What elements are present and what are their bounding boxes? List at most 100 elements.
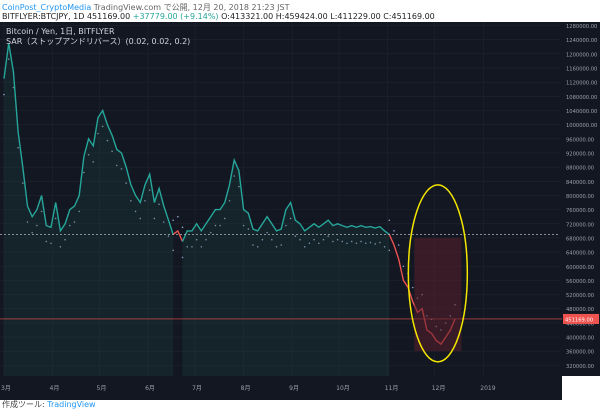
sar-dot bbox=[332, 240, 334, 243]
footer-label: 作成ツール: bbox=[2, 400, 48, 409]
price-tick-label: 1120000.00 bbox=[566, 81, 597, 87]
sar-dot bbox=[350, 240, 353, 243]
sar-dot bbox=[97, 132, 99, 135]
price-tick-label: 680000.00 bbox=[566, 236, 594, 242]
sar-dot bbox=[40, 210, 43, 213]
sar-dot bbox=[73, 221, 76, 223]
indicator-label: SAR（ストップアンドリバース）(0.02, 0.02, 0.2) bbox=[6, 37, 190, 46]
ohlc-values: O:413321.00 H:459424.00 L:411229.00 C:45… bbox=[221, 12, 435, 21]
sar-dot bbox=[17, 146, 19, 149]
sar-dot bbox=[275, 245, 278, 248]
price-tick-label: 1000000.00 bbox=[566, 123, 597, 129]
publisher-link[interactable]: CoinPost_CryptoMedia bbox=[2, 3, 92, 12]
sar-dot bbox=[322, 238, 325, 241]
sar-dot bbox=[336, 238, 339, 241]
series-area bbox=[182, 160, 390, 376]
sar-dot bbox=[346, 242, 348, 245]
price-tick-label: 480000.00 bbox=[566, 307, 594, 313]
sar-dot bbox=[261, 238, 264, 241]
time-scale-area bbox=[0, 376, 562, 400]
published-text: TradingView.com で公開, 12月 20, 2018 21:23 … bbox=[91, 3, 290, 12]
sar-dot bbox=[214, 224, 217, 227]
price-tick-label: 440000.00 bbox=[566, 321, 594, 327]
grid bbox=[0, 22, 560, 376]
symbol-label: BITFLYER:BTCJPY, 1D bbox=[2, 12, 85, 21]
price-tick-label: 1160000.00 bbox=[566, 67, 597, 73]
sar-dot bbox=[87, 153, 90, 156]
sar-dot bbox=[186, 245, 189, 248]
price-tick-label: 720000.00 bbox=[566, 222, 594, 228]
sar-dot bbox=[355, 242, 358, 245]
highlight-ellipse bbox=[407, 184, 469, 363]
change-value: +37779.00 (+9.14%) bbox=[132, 12, 219, 21]
chart-title: Bitcoin / Yen, 1日, BITFLYER bbox=[6, 27, 115, 36]
sar-dot bbox=[200, 245, 203, 248]
time-tick-label: 2019 bbox=[480, 385, 495, 392]
price-line bbox=[181, 157, 390, 242]
price-chart[interactable]: 1280000.00 1240000.00 1200000.00 1160000.00… bbox=[0, 22, 600, 400]
price-tick-label: 840000.00 bbox=[566, 180, 594, 186]
sar-dot bbox=[228, 199, 231, 202]
plot-area bbox=[0, 22, 562, 376]
price-axis: 1280000.00 1240000.00 1200000.00 1160000.00… bbox=[566, 24, 597, 370]
sar-dot bbox=[383, 245, 386, 248]
time-tick-label: 6月 bbox=[145, 385, 155, 392]
price-line bbox=[172, 229, 184, 242]
sar-dot bbox=[247, 228, 250, 230]
sar-dot bbox=[45, 240, 48, 243]
sar-dot bbox=[172, 219, 174, 222]
tradingview-link[interactable]: TradingView bbox=[47, 400, 96, 409]
sar-dot bbox=[115, 164, 118, 167]
sar-dot bbox=[318, 242, 320, 245]
sar-dot bbox=[125, 182, 127, 184]
sar-dot bbox=[397, 244, 400, 246]
time-tick-label: 9月 bbox=[289, 385, 299, 392]
sar-dot bbox=[209, 231, 212, 234]
price-tick-label: 1200000.00 bbox=[566, 52, 597, 58]
sar-dot bbox=[120, 168, 123, 170]
time-tick-label: 8月 bbox=[241, 385, 251, 392]
price-tick-label: 640000.00 bbox=[566, 251, 594, 257]
sar-dot bbox=[12, 86, 15, 89]
sar-dot bbox=[130, 199, 132, 202]
price-tick-label: 1080000.00 bbox=[566, 95, 597, 101]
sar-dot bbox=[158, 203, 160, 206]
sar-dot bbox=[233, 175, 236, 177]
sar-dot bbox=[59, 245, 62, 248]
price-line bbox=[3, 43, 174, 235]
price-tick-label: 1040000.00 bbox=[566, 109, 597, 115]
time-tick-label: 3月 bbox=[1, 385, 11, 392]
sar-dot bbox=[374, 243, 376, 245]
footer: 作成ツール: TradingView bbox=[2, 399, 96, 410]
sar-dot bbox=[177, 215, 179, 218]
sar-dot bbox=[411, 286, 414, 289]
published-line: CoinPost_CryptoMedia TradingView.com で公開… bbox=[2, 2, 289, 13]
sar-dot bbox=[191, 245, 193, 248]
symbol-line: BITFLYER:BTCJPY, 1D 451169.00 +37779.00 … bbox=[2, 12, 435, 21]
sar-dot bbox=[68, 224, 71, 227]
price-tick-label: 360000.00 bbox=[566, 350, 594, 356]
time-tick-label: 5月 bbox=[97, 385, 107, 392]
sar-dot bbox=[167, 235, 170, 237]
price-tick-label: 320000.00 bbox=[566, 364, 594, 370]
sar-dot bbox=[181, 226, 184, 229]
sar-dot bbox=[111, 150, 113, 153]
sar-dot bbox=[26, 221, 29, 223]
sar-dot bbox=[172, 249, 174, 252]
sar-dot bbox=[266, 231, 268, 234]
last-price-label: 451169.00 bbox=[565, 317, 593, 323]
price-tick-label: 960000.00 bbox=[566, 137, 594, 143]
sar-dot bbox=[205, 238, 207, 241]
sar-dot bbox=[393, 230, 395, 232]
price-tick-label: 800000.00 bbox=[566, 194, 594, 200]
sar-dot bbox=[341, 240, 344, 243]
time-tick-label: 10月 bbox=[336, 385, 350, 392]
sar-dot bbox=[153, 217, 156, 220]
sar-dot bbox=[303, 245, 306, 248]
sar-dot bbox=[3, 93, 5, 96]
sar-dot bbox=[285, 224, 287, 227]
price-value: 451169.00 bbox=[86, 12, 131, 21]
sar-dot bbox=[379, 241, 381, 244]
sar-dot bbox=[313, 238, 315, 241]
sar-dot bbox=[252, 244, 254, 246]
